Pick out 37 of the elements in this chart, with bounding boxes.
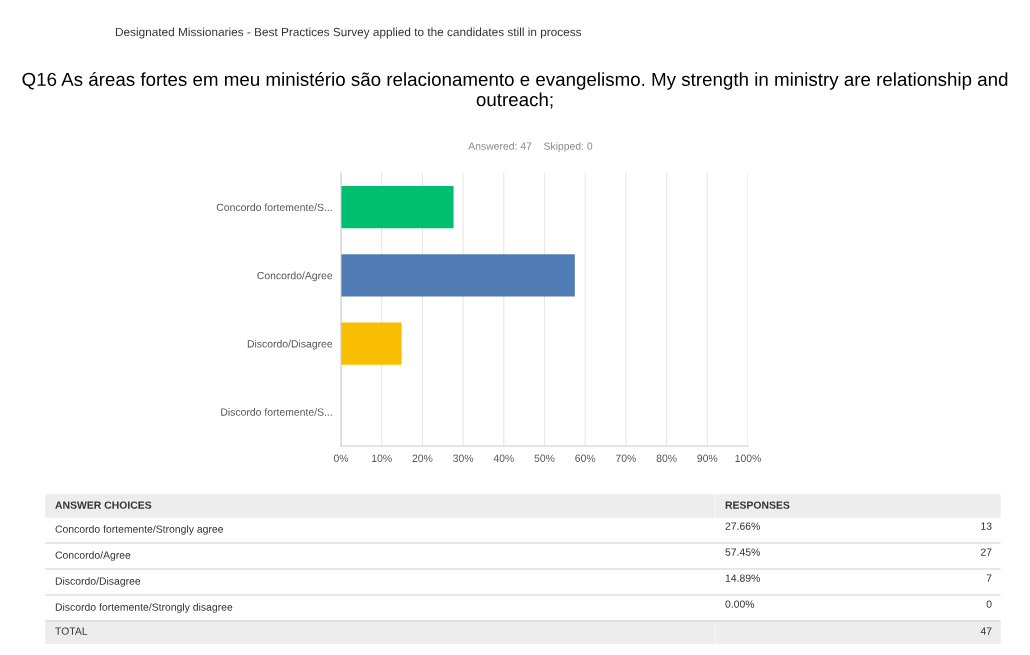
text: 13 [981, 522, 992, 530]
text: ANSWER CHOICES [55, 501, 152, 509]
y-tick-label: Discordo fortemente/S... [221, 408, 332, 416]
x-tick-label: 90% [697, 454, 718, 462]
x-tick-label: 50% [534, 454, 555, 462]
x-tick-label: 80% [656, 454, 677, 462]
chart-subtitle: Answered: 47 Skipped: 0 [468, 142, 593, 152]
text: 7 [986, 574, 992, 582]
text: Designated Missionaries - Best Practices Survey applied to the candidates still in process [115, 27, 582, 39]
y-tick-label: Concordo/Agree [257, 271, 333, 282]
chart-title: Q16 As áreas fortes em meu ministério são relacionamento e evangelismo. My strength in ministry are relationship and outreach; [22, 72, 1008, 109]
x-tick-label: 40% [493, 454, 514, 462]
text: RESPONSES [725, 501, 790, 509]
text: 57.45% [725, 548, 760, 556]
x-tick-label: 10% [372, 454, 392, 462]
text: 0 [986, 600, 992, 608]
x-tick-label: 60% [575, 454, 596, 462]
x-tick-label: 20% [412, 454, 433, 462]
text: Concordo fortemente/Strongly agree [55, 525, 224, 535]
text: TOTAL [55, 627, 88, 635]
text: 47 [980, 627, 992, 635]
text: Discordo/Disagree [55, 577, 141, 587]
text: 0.00% [725, 600, 755, 608]
y-tick-label: Discordo/Disagree [247, 339, 333, 350]
text: Discordo fortemente/Strongly disagree [55, 603, 233, 613]
x-tick-label: 30% [453, 454, 474, 462]
bar [341, 322, 402, 365]
x-tick-label: 70% [616, 454, 636, 462]
bar [341, 254, 575, 297]
text: 27.66% [725, 522, 760, 530]
text: 27 [980, 548, 992, 556]
y-tick-label: Concordo fortemente/S... [216, 203, 332, 211]
text: 14.89% [725, 574, 760, 582]
text: Concordo/Agree [55, 551, 131, 561]
x-tick-label: 100% [735, 454, 761, 462]
bar [341, 185, 454, 229]
x-tick-label: 0% [333, 454, 349, 462]
